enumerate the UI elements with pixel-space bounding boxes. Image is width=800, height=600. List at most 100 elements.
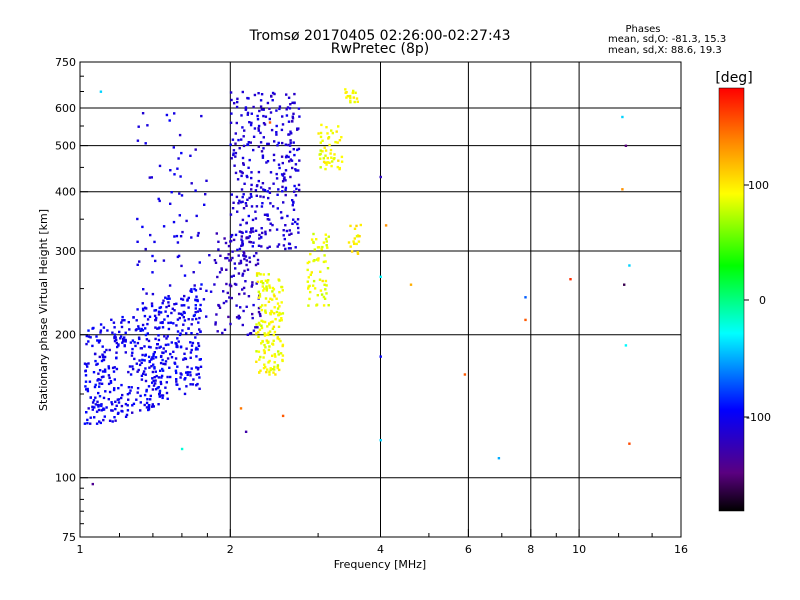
data-point xyxy=(195,366,198,369)
data-point xyxy=(194,299,197,302)
data-point xyxy=(255,332,258,335)
data-point xyxy=(288,107,292,110)
data-point xyxy=(85,411,88,414)
data-point xyxy=(174,369,178,372)
data-point xyxy=(333,153,336,156)
data-point xyxy=(152,384,156,387)
data-point xyxy=(268,107,271,110)
data-point xyxy=(245,236,248,239)
data-point xyxy=(258,358,261,361)
data-point xyxy=(330,156,333,159)
data-point xyxy=(286,214,289,218)
data-point xyxy=(85,342,88,346)
data-point xyxy=(148,315,152,318)
data-point xyxy=(196,332,199,336)
data-point xyxy=(319,131,323,135)
data-point xyxy=(162,351,165,355)
data-point xyxy=(183,319,187,322)
data-point xyxy=(352,240,355,243)
data-point xyxy=(230,275,233,278)
data-point xyxy=(97,391,100,395)
data-point xyxy=(288,233,291,236)
data-point xyxy=(176,365,179,368)
data-point xyxy=(278,368,281,372)
data-point xyxy=(336,165,339,169)
data-point xyxy=(164,386,167,389)
data-point xyxy=(136,387,140,390)
data-point xyxy=(289,103,292,106)
data-point xyxy=(227,315,230,319)
data-point xyxy=(307,287,310,290)
data-point xyxy=(230,239,233,243)
data-point xyxy=(249,193,253,196)
data-point xyxy=(249,231,252,234)
data-point xyxy=(260,236,263,239)
data-point xyxy=(260,326,264,330)
data-point xyxy=(99,331,102,334)
legend-line-o: mean, sd,O: -81.3, 15.3 xyxy=(608,34,726,45)
data-point xyxy=(120,396,123,400)
data-point xyxy=(265,289,268,292)
data-point xyxy=(185,347,188,350)
data-point xyxy=(154,259,157,263)
data-point xyxy=(318,153,321,156)
data-point xyxy=(113,416,116,419)
data-point xyxy=(126,409,130,412)
data-point xyxy=(260,93,264,96)
data-point xyxy=(159,321,162,324)
data-point xyxy=(166,314,169,318)
data-point xyxy=(179,175,182,178)
data-point xyxy=(108,348,111,352)
data-point xyxy=(280,155,284,158)
data-point xyxy=(175,371,178,375)
data-point xyxy=(104,390,107,393)
data-point xyxy=(197,231,200,235)
data-point xyxy=(347,241,351,244)
data-point xyxy=(164,310,167,313)
y-tick-label: 100 xyxy=(55,472,76,485)
data-point xyxy=(116,345,119,349)
data-point xyxy=(260,342,263,345)
data-point xyxy=(172,146,175,149)
data-point xyxy=(86,387,89,391)
data-point xyxy=(187,318,190,321)
data-point xyxy=(195,346,198,350)
data-point xyxy=(91,405,94,408)
data-point xyxy=(284,143,287,146)
data-point xyxy=(154,379,157,382)
data-point xyxy=(169,202,172,205)
data-point xyxy=(154,326,157,329)
data-point xyxy=(274,318,277,321)
data-point xyxy=(254,189,258,192)
data-point xyxy=(96,362,99,366)
data-point xyxy=(308,260,311,264)
data-point xyxy=(182,323,185,326)
data-point xyxy=(248,196,251,200)
data-point xyxy=(151,381,154,384)
data-point xyxy=(181,230,184,234)
data-point xyxy=(256,262,260,265)
data-point-isolated xyxy=(180,447,184,451)
data-point xyxy=(159,380,162,384)
data-point xyxy=(317,132,320,135)
data-point xyxy=(324,167,327,171)
data-point xyxy=(241,200,244,203)
data-point xyxy=(194,148,197,151)
data-point xyxy=(296,218,300,221)
data-point xyxy=(182,310,185,314)
data-point xyxy=(109,380,113,383)
data-point xyxy=(241,242,244,246)
data-point xyxy=(169,375,172,379)
data-point xyxy=(312,240,315,244)
data-point xyxy=(260,308,264,312)
data-point xyxy=(290,159,294,162)
data-point xyxy=(172,220,176,224)
data-point xyxy=(235,195,239,199)
data-point xyxy=(131,365,134,368)
data-point xyxy=(261,340,264,343)
data-point xyxy=(292,201,295,204)
data-point xyxy=(263,363,266,366)
data-point-isolated xyxy=(524,296,527,299)
data-point xyxy=(259,355,262,359)
data-point xyxy=(85,334,88,338)
